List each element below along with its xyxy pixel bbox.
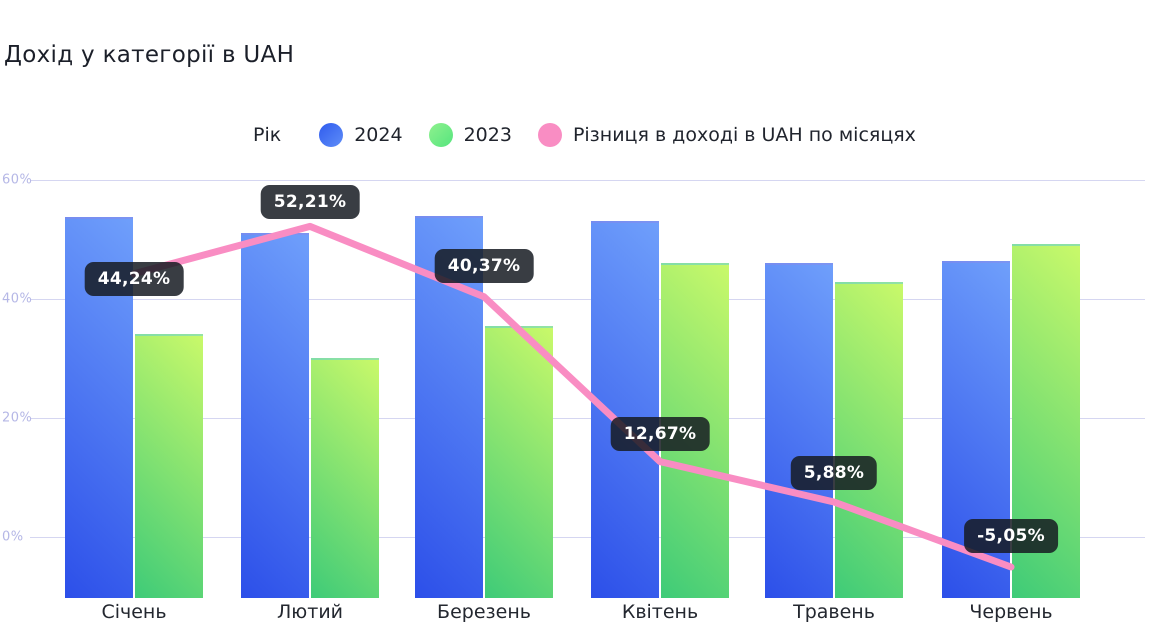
y-gridline <box>30 180 1145 181</box>
x-axis-label: Березень <box>437 601 531 623</box>
bar-2023-month-3[interactable] <box>485 325 553 598</box>
chart-legend: Рік 2024 2023 Різниця в доході в UAH по … <box>253 121 942 149</box>
page-title: Дохід у категорії в UAH <box>4 42 295 68</box>
y-axis-tick-label: 20% <box>2 410 33 426</box>
bar-2023-month-1[interactable] <box>135 334 203 598</box>
bar-2024-month-4[interactable] <box>591 221 659 598</box>
bar-2024-month-5[interactable] <box>765 262 833 598</box>
line-point-label: 40,37% <box>434 248 534 283</box>
x-axis-label: Лютий <box>276 601 344 623</box>
line-point-label: 52,21% <box>260 185 360 220</box>
x-axis-label: Січень <box>101 601 167 623</box>
line-point-label: -5,05% <box>964 519 1058 553</box>
legend-item-label: 2023 <box>463 124 512 146</box>
legend-item-label: Різниця в доході в UAH по місяцях <box>572 124 916 146</box>
x-axis-label: Червень <box>969 601 1053 623</box>
y-axis-tick-label: 60% <box>2 172 33 188</box>
x-axis-label: Квітень <box>621 601 699 623</box>
legend-item-label: 2024 <box>354 124 403 146</box>
bar-2023-month-5[interactable] <box>835 281 903 598</box>
legend-title: Рік <box>253 124 282 146</box>
line-point-label: 44,24% <box>84 261 184 296</box>
legend-swatch-line-icon <box>537 123 562 147</box>
legend-swatch-2024-icon <box>319 123 344 147</box>
bar-2023-month-2[interactable] <box>311 357 379 598</box>
line-point-label: 12,67% <box>610 416 710 451</box>
legend-item-difference-line[interactable]: Різниця в доході в UAH по місяцях <box>537 123 916 147</box>
legend-swatch-2023-icon <box>428 123 453 147</box>
legend-item-2023[interactable]: 2023 <box>428 123 512 147</box>
legend-item-2024[interactable]: 2024 <box>319 123 403 147</box>
y-axis-tick-label: 40% <box>2 291 33 307</box>
bar-2024-month-2[interactable] <box>241 233 309 598</box>
line-point-label: 5,88% <box>790 456 878 490</box>
x-axis-label: Травень <box>793 601 875 623</box>
y-axis-tick-label: 0% <box>2 529 24 545</box>
